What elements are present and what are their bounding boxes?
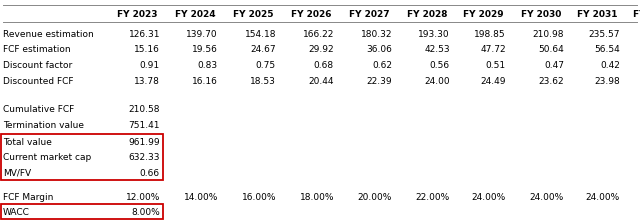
Text: 180.32: 180.32 [360,30,392,39]
Text: 0.56: 0.56 [430,61,450,70]
Text: Discount factor: Discount factor [3,61,72,70]
Text: 18.53: 18.53 [250,77,276,85]
Text: FY 2028: FY 2028 [407,10,447,19]
Text: 0.47: 0.47 [544,61,564,70]
Text: FY 2031: FY 2031 [577,10,617,19]
Text: 22.00%: 22.00% [416,193,450,202]
Text: 36.06: 36.06 [366,46,392,54]
Text: 24.67: 24.67 [250,46,276,54]
Text: 0.51: 0.51 [486,61,506,70]
Text: 24.00%: 24.00% [530,193,564,202]
Text: 166.22: 166.22 [303,30,334,39]
Text: FY 2026: FY 2026 [291,10,332,19]
Bar [1,134,163,180]
Text: 961.99: 961.99 [129,138,160,147]
Text: 19.56: 19.56 [192,46,218,54]
Text: FY 2030: FY 2030 [521,10,561,19]
Text: 154.18: 154.18 [244,30,276,39]
Text: 47.72: 47.72 [481,46,506,54]
Text: 13.78: 13.78 [134,77,160,85]
Text: Discounted FCF: Discounted FCF [3,77,74,85]
Text: 12.00%: 12.00% [125,193,160,202]
Text: 0.83: 0.83 [198,61,218,70]
Text: WACC: WACC [3,208,30,216]
Text: Cumulative FCF: Cumulative FCF [3,105,74,114]
Text: 29.92: 29.92 [308,46,334,54]
Text: 8.00%: 8.00% [131,208,160,216]
Text: FY 2025: FY 2025 [233,10,273,19]
Text: Current market cap: Current market cap [3,153,92,162]
Text: FY 2029: FY 2029 [463,10,503,19]
Text: 18.00%: 18.00% [300,193,334,202]
Text: FY 2023: FY 2023 [116,10,157,19]
Text: 198.85: 198.85 [474,30,506,39]
Text: 210.98: 210.98 [532,30,564,39]
Text: 139.70: 139.70 [186,30,218,39]
Text: 24.00%: 24.00% [472,193,506,202]
Text: 23.62: 23.62 [538,77,564,85]
Text: 0.66: 0.66 [140,169,160,178]
Text: 0.75: 0.75 [256,61,276,70]
Text: 0.91: 0.91 [140,61,160,70]
Text: 193.30: 193.30 [419,30,450,39]
Text: FY 2024: FY 2024 [175,10,215,19]
Text: 42.53: 42.53 [424,46,450,54]
Bar [1,204,163,219]
Text: 56.54: 56.54 [595,46,620,54]
Text: 235.57: 235.57 [589,30,620,39]
Text: FY 2032: FY 2032 [633,10,640,19]
Text: 22.39: 22.39 [366,77,392,85]
Text: Total value: Total value [3,138,52,147]
Text: 16.16: 16.16 [192,77,218,85]
Text: FCF Margin: FCF Margin [3,193,53,202]
Text: Termination value: Termination value [3,121,84,130]
Text: 24.49: 24.49 [481,77,506,85]
Text: 50.64: 50.64 [538,46,564,54]
Text: 15.16: 15.16 [134,46,160,54]
Text: MV/FV: MV/FV [3,169,31,178]
Text: 210.58: 210.58 [129,105,160,114]
Text: 0.42: 0.42 [600,61,620,70]
Text: 632.33: 632.33 [129,153,160,162]
Text: 24.00%: 24.00% [586,193,620,202]
Text: 20.00%: 20.00% [358,193,392,202]
Text: 16.00%: 16.00% [241,193,276,202]
Text: 24.00: 24.00 [424,77,450,85]
Text: 20.44: 20.44 [308,77,334,85]
Text: 126.31: 126.31 [129,30,160,39]
Text: Revenue estimation: Revenue estimation [3,30,93,39]
Text: 14.00%: 14.00% [184,193,218,202]
Text: 751.41: 751.41 [129,121,160,130]
Text: 0.62: 0.62 [372,61,392,70]
Text: 0.68: 0.68 [314,61,334,70]
Text: 23.98: 23.98 [595,77,620,85]
Text: FCF estimation: FCF estimation [3,46,70,54]
Text: FY 2027: FY 2027 [349,10,389,19]
